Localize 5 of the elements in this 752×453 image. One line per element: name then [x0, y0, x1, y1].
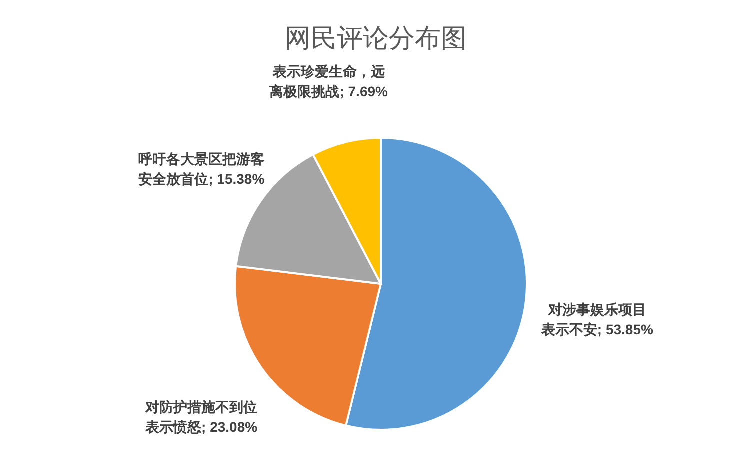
slice-label: 表示珍爱生命，远离极限挑战; 7.69% — [268, 63, 389, 100]
chart-title: 网民评论分布图 — [285, 23, 467, 53]
slice-label: 对防护措施不到位表示愤怒; 23.08% — [144, 398, 258, 435]
slice-label: 呼吁各大景区把游客安全放首位; 15.38% — [138, 151, 266, 188]
slice-label: 对涉事娱乐项目表示不安; 53.85% — [540, 301, 654, 338]
